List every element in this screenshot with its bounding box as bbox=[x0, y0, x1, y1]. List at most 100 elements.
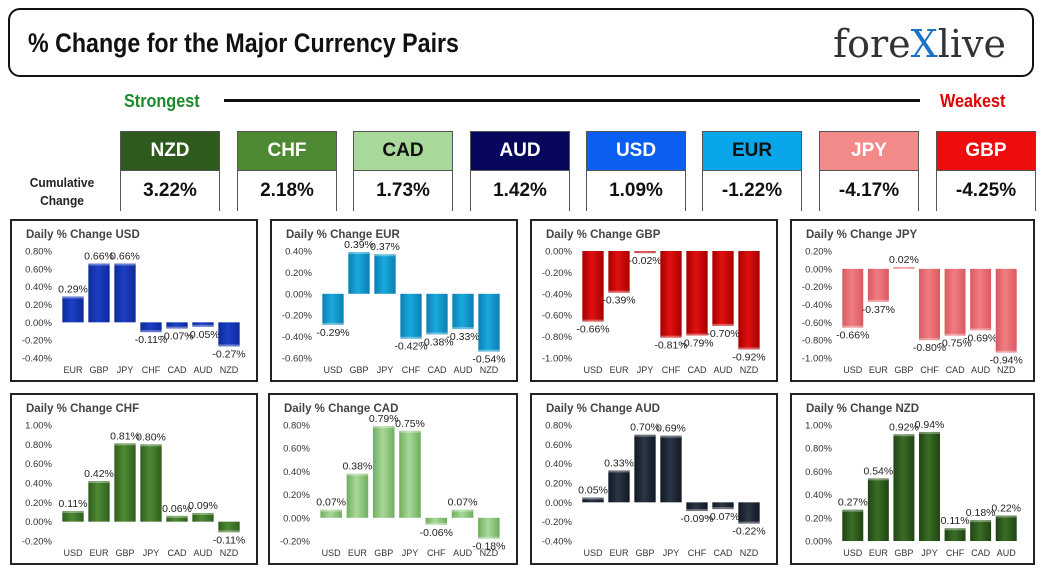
x-tick-label: AUD bbox=[193, 365, 213, 375]
data-label: -0.94% bbox=[990, 355, 1023, 367]
bar-cad bbox=[944, 268, 966, 336]
bar-cap bbox=[88, 481, 110, 484]
data-label: 0.09% bbox=[188, 500, 218, 512]
data-label: -0.07% bbox=[160, 331, 193, 343]
x-tick-label: JPY bbox=[377, 365, 394, 375]
bar-eur bbox=[608, 470, 630, 503]
bar-gbp bbox=[372, 426, 395, 518]
data-label: 0.92% bbox=[889, 421, 919, 433]
bar-cap bbox=[88, 263, 110, 266]
data-label: 0.22% bbox=[991, 502, 1021, 514]
chart-title: Daily % Change CAD bbox=[284, 403, 398, 415]
bar-cap bbox=[634, 434, 656, 437]
x-tick-label: AUD bbox=[453, 548, 473, 558]
y-tick-label: -0.60% bbox=[542, 311, 573, 322]
y-tick-label: -0.40% bbox=[542, 289, 573, 300]
data-label: -0.09% bbox=[680, 513, 713, 525]
x-tick-label: EUR bbox=[609, 365, 629, 375]
y-tick-label: 0.60% bbox=[805, 467, 832, 478]
bar-cap bbox=[451, 509, 474, 512]
y-tick-label: -1.00% bbox=[802, 354, 833, 365]
bar-cad bbox=[712, 502, 734, 510]
bar-cap bbox=[372, 426, 395, 429]
y-tick-label: 0.00% bbox=[25, 318, 52, 329]
bar-usd bbox=[322, 293, 344, 325]
x-tick-label: NZD bbox=[740, 548, 759, 558]
y-tick-label: 0.00% bbox=[805, 264, 832, 275]
y-tick-label: 0.20% bbox=[283, 490, 310, 501]
currency-box-jpy: JPY -4.17% bbox=[819, 131, 919, 211]
chart-svg: Daily % Change GBP -1.00% -0.80% -0.60% -0.4… bbox=[542, 229, 766, 375]
bar-aud bbox=[712, 251, 734, 326]
bar-nzd bbox=[995, 268, 1017, 353]
y-tick-label: 0.00% bbox=[545, 247, 572, 258]
y-tick-label: -0.80% bbox=[542, 332, 573, 343]
bar-aud bbox=[995, 515, 1017, 541]
currency-box-aud: AUD 1.42% bbox=[470, 131, 570, 211]
x-tick-label: CAD bbox=[427, 365, 447, 375]
x-tick-label: GBP bbox=[89, 365, 108, 375]
bar-jpy bbox=[140, 444, 162, 522]
y-tick-label: 0.40% bbox=[25, 282, 52, 293]
chart-title: Daily % Change GBP bbox=[546, 229, 661, 241]
y-tick-label: 0.20% bbox=[545, 479, 572, 490]
weakest-label: Weakest bbox=[940, 91, 1006, 111]
data-label: -0.06% bbox=[420, 527, 453, 539]
x-tick-label: AUD bbox=[193, 548, 213, 558]
bar-cap bbox=[582, 319, 604, 322]
currency-code: EUR bbox=[703, 132, 801, 171]
bar-cap bbox=[919, 431, 940, 434]
chart-svg: Daily % Change USD -0.40% -0.20% 0.00% 0.20%… bbox=[22, 229, 246, 375]
bar-cap bbox=[919, 338, 940, 341]
bar-nzd bbox=[218, 521, 240, 533]
x-tick-label: GBP bbox=[894, 548, 913, 558]
bar-nzd bbox=[218, 322, 240, 347]
bar-cap bbox=[374, 254, 396, 257]
data-label: -0.38% bbox=[420, 336, 453, 348]
x-tick-label: USD bbox=[583, 548, 603, 558]
bar-cap bbox=[166, 515, 188, 518]
bar-cap bbox=[660, 435, 682, 438]
data-label: 0.38% bbox=[343, 461, 373, 473]
bar-cap bbox=[192, 324, 214, 327]
bar-chf bbox=[919, 268, 940, 341]
bar-cap bbox=[140, 444, 162, 447]
bar-nzd bbox=[738, 502, 760, 524]
bar-cap bbox=[995, 350, 1017, 353]
y-tick-label: 0.00% bbox=[545, 498, 572, 509]
bar-cap bbox=[399, 430, 421, 433]
bar-cap bbox=[452, 327, 474, 330]
bar-cap bbox=[608, 290, 630, 293]
x-tick-label: USD bbox=[843, 548, 863, 558]
x-tick-label: CHF bbox=[688, 548, 707, 558]
chart-panel-2: Daily % Change EUR -0.60% -0.40% -0.20% 0.00… bbox=[270, 219, 518, 382]
currency-cumulative-value: 1.73% bbox=[354, 171, 452, 211]
data-label: -0.80% bbox=[913, 342, 946, 354]
y-tick-label: 0.20% bbox=[805, 247, 832, 258]
x-tick-label: CAD bbox=[971, 548, 991, 558]
y-tick-label: 0.00% bbox=[805, 537, 832, 548]
bar-jpy bbox=[374, 254, 396, 294]
chart-title: Daily % Change JPY bbox=[806, 229, 918, 241]
bar-cap bbox=[348, 252, 370, 255]
bar-gbp bbox=[634, 434, 656, 503]
bar-gbp bbox=[348, 252, 370, 294]
chart-title: Daily % Change CHF bbox=[26, 403, 139, 415]
bar-usd bbox=[62, 511, 84, 522]
x-tick-label: CHF bbox=[946, 548, 965, 558]
y-tick-label: 0.40% bbox=[285, 247, 312, 258]
y-tick-label: 0.40% bbox=[545, 459, 572, 470]
bar-cap bbox=[478, 536, 500, 539]
y-tick-label: 0.80% bbox=[25, 440, 52, 451]
currency-box-cad: CAD 1.73% bbox=[353, 131, 453, 211]
bar-usd bbox=[582, 251, 604, 322]
x-tick-label: CHF bbox=[402, 365, 421, 375]
currency-code: AUD bbox=[471, 132, 569, 171]
data-label: 0.11% bbox=[59, 498, 88, 510]
y-tick-label: 0.60% bbox=[283, 444, 310, 455]
bar-jpy bbox=[634, 251, 656, 254]
bar-chf bbox=[686, 502, 708, 512]
y-tick-label: -0.40% bbox=[802, 300, 833, 311]
bar-aud bbox=[970, 268, 992, 331]
data-label: 0.94% bbox=[915, 419, 945, 431]
